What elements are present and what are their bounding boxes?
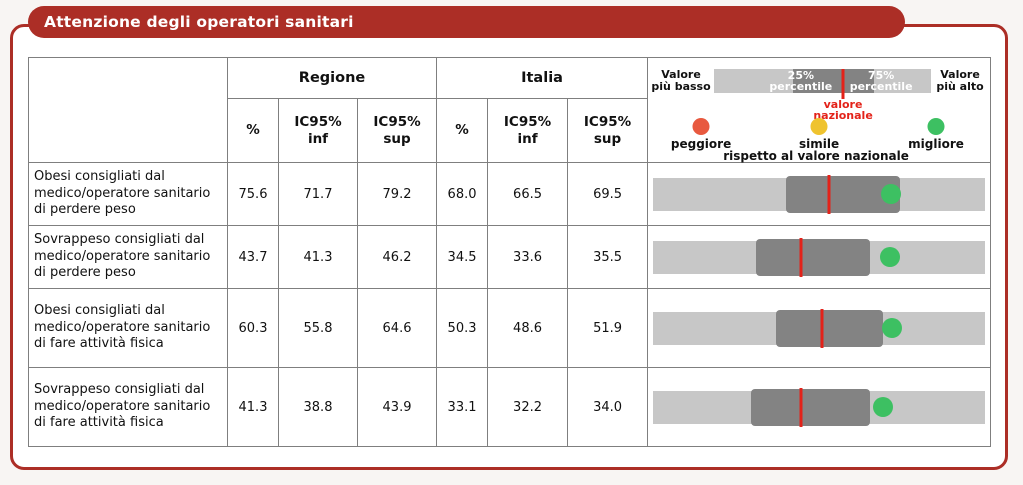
table-row: Sovrappeso consigliati dal medico/operat… (28, 225, 992, 289)
regione-ic-inf-value: 55.8 (278, 288, 358, 368)
legend-cell: Valore più basso 25% percentile 75% perc… (647, 57, 992, 163)
regione-ic-sup-value: 46.2 (356, 225, 438, 289)
italia-ic-sup-value: 34.0 (567, 367, 649, 447)
italia-ic-inf-value: 32.2 (487, 367, 569, 447)
section-title-bar: Attenzione degli operatori sanitari (28, 6, 905, 38)
table-row: Obesi consigliati dal medico/operatore s… (28, 162, 992, 226)
regione-pct-value: 75.6 (227, 162, 279, 226)
header-row-measures: % IC95% inf IC95% sup % IC95% inf IC95% … (29, 98, 991, 163)
percentile-bar-cell (647, 162, 992, 226)
subheader-italia-ic-inf: IC95% inf (487, 98, 569, 163)
subheader-italia-ic-sup: IC95% sup (567, 98, 649, 163)
legend-worse-label: peggiore (670, 136, 732, 151)
percentile-bar-cell (647, 288, 992, 368)
region-status-dot-icon (882, 318, 903, 338)
percentile-bar-cell (647, 225, 992, 289)
legend-percentile-bar: 25% percentile 75% percentile (714, 68, 932, 99)
interquartile-band (775, 309, 884, 347)
percentile-bar (653, 237, 986, 277)
better-dot-icon (927, 117, 945, 135)
italia-pct-value: 68.0 (436, 162, 489, 226)
legend-national-value-line (841, 68, 845, 99)
subheader-regione-ic-sup: IC95% sup (356, 98, 438, 163)
national-value-line (827, 174, 831, 214)
percentile-bar (653, 387, 986, 427)
legend-national-value-label: valore nazionale (813, 97, 873, 123)
region-status-dot-icon (873, 397, 894, 417)
legend-highest-label: Valore più alto (936, 67, 984, 94)
indicator-label: Sovrappeso consigliati dal medico/operat… (28, 225, 228, 289)
interquartile-band (785, 175, 901, 213)
italia-pct-value: 34.5 (436, 225, 489, 289)
interquartile-band (755, 238, 871, 276)
italia-ic-sup-value: 51.9 (567, 288, 649, 368)
percentile-bar (653, 308, 986, 348)
percentile-legend: Valore più basso 25% percentile 75% perc… (648, 59, 990, 163)
regione-pct-value: 60.3 (227, 288, 279, 368)
indicator-label: Obesi consigliati dal medico/operatore s… (28, 162, 228, 226)
col-group-regione: Regione (226, 57, 438, 99)
italia-pct-value: 50.3 (436, 288, 489, 368)
legend-75th-percentile-label: 75% percentile (849, 68, 913, 94)
legend-better-label: migliore (908, 136, 964, 151)
regione-ic-sup-value: 64.6 (356, 288, 438, 368)
regione-ic-inf-value: 38.8 (278, 367, 358, 447)
interquartile-band (750, 388, 870, 426)
legend-25th-percentile-label: 25% percentile (769, 68, 833, 94)
legend-vs-national-label: rispetto al valore nazionale (723, 148, 909, 163)
worse-dot-icon (692, 117, 710, 135)
regione-ic-inf-value: 41.3 (278, 225, 358, 289)
italia-ic-sup-value: 35.5 (567, 225, 649, 289)
table-row: Obesi consigliati dal medico/operatore s… (28, 288, 992, 368)
regione-pct-value: 41.3 (227, 367, 279, 447)
table-body: Obesi consigliati dal medico/operatore s… (28, 162, 992, 447)
percentile-bar-cell (647, 367, 992, 447)
national-value-line (799, 237, 803, 277)
indicators-table: Regione Italia Valore più basso 25% perc… (28, 57, 992, 447)
italia-ic-inf-value: 33.6 (487, 225, 569, 289)
region-status-dot-icon (880, 247, 901, 267)
subheader-regione-ic-inf: IC95% inf (278, 98, 358, 163)
indicator-label: Sovrappeso consigliati dal medico/operat… (28, 367, 228, 447)
national-value-line (799, 387, 803, 427)
col-group-italia: Italia (436, 57, 649, 99)
corner-cell (28, 57, 228, 163)
region-status-dot-icon (881, 184, 902, 204)
subheader-regione-pct: % (227, 98, 279, 163)
italia-ic-inf-value: 48.6 (487, 288, 569, 368)
legend-interquartile-band (792, 68, 874, 93)
table-row: Sovrappeso consigliati dal medico/operat… (28, 367, 992, 447)
legend-lowest-label: Valore più basso (651, 67, 711, 94)
section-title: Attenzione degli operatori sanitari (44, 13, 354, 31)
regione-ic-sup-value: 79.2 (356, 162, 438, 226)
italia-pct-value: 33.1 (436, 367, 489, 447)
regione-pct-value: 43.7 (227, 225, 279, 289)
subheader-italia-pct: % (436, 98, 489, 163)
regione-ic-sup-value: 43.9 (356, 367, 438, 447)
italia-ic-inf-value: 66.5 (487, 162, 569, 226)
italia-ic-sup-value: 69.5 (567, 162, 649, 226)
indicator-label: Obesi consigliati dal medico/operatore s… (28, 288, 228, 368)
similar-dot-icon (810, 117, 828, 135)
national-value-line (820, 308, 824, 348)
regione-ic-inf-value: 71.7 (278, 162, 358, 226)
legend-similar-label: simile (798, 136, 840, 151)
header-row-groups: Regione Italia Valore più basso 25% perc… (28, 57, 992, 163)
percentile-bar (653, 174, 986, 214)
